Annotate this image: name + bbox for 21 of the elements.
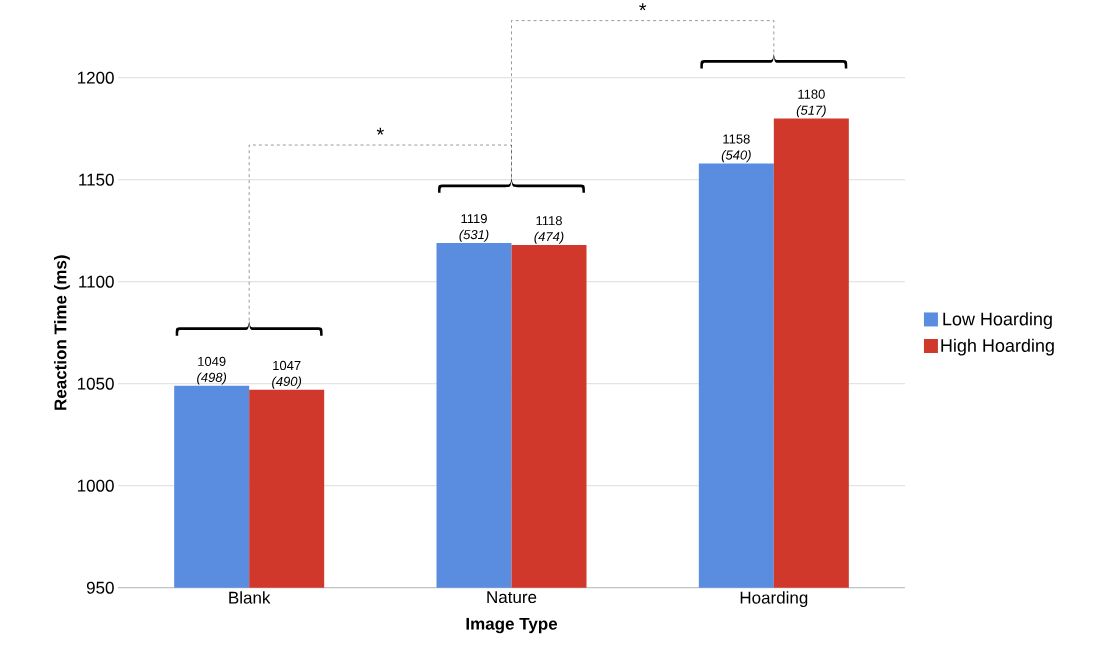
data-label: 1047 (490): [272, 361, 302, 389]
legend-label: High Hoarding: [941, 338, 1054, 356]
y-tick-label: 1200: [77, 71, 114, 84]
y-tick-label: 1100: [79, 275, 114, 288]
x-axis-title: Image Type: [466, 618, 558, 634]
legend-label: Low Hoarding: [943, 312, 1052, 330]
data-label: 1119 (531): [459, 214, 489, 242]
x-tick-label: Blank: [229, 591, 271, 604]
data-label: 1049 (498): [197, 356, 227, 385]
y-tick-label: 1150: [79, 173, 114, 186]
text: *: [639, 3, 647, 11]
data-label: 1180 (517): [796, 89, 826, 118]
data-label: 1118 (474): [534, 216, 564, 244]
x-tick-label: Hoarding: [740, 591, 808, 608]
annotation: *: [376, 127, 384, 135]
x-tick-label: Nature: [487, 591, 537, 604]
data-label: 1158 (540): [721, 134, 751, 163]
y-axis-title: Reaction Time (ms): [53, 255, 70, 410]
y-tick-label: 1050: [77, 377, 114, 390]
y-tick-label: 950: [86, 581, 114, 594]
y-tick-label: 1000: [77, 479, 114, 492]
